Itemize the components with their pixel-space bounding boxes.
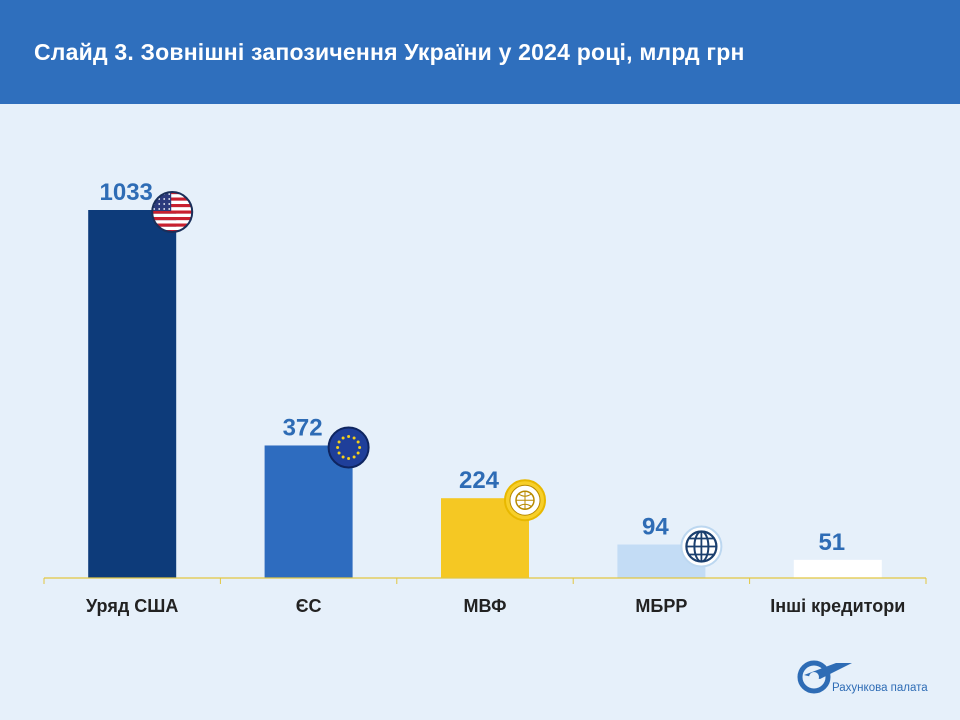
slide-title: Слайд 3. Зовнішні запозичення України у … <box>34 38 745 65</box>
category-label: ЄС <box>296 596 322 616</box>
category-label: МБРР <box>635 596 687 616</box>
category-label: МВФ <box>464 596 507 616</box>
logo-text: Рахункова палата <box>832 682 928 694</box>
value-labels-group: 1033 372 224 94 51 <box>100 179 846 556</box>
bar-chart: 1033 372 224 94 51 Уряд США ЄС МВФ МБРР Інші кред… <box>43 179 927 616</box>
bar-value-label: 51 <box>818 529 845 556</box>
bar <box>264 445 353 578</box>
bars-group <box>88 210 882 578</box>
bar <box>793 559 882 578</box>
bar-value-label: 1033 <box>100 179 153 206</box>
bar-value-label: 224 <box>459 467 500 494</box>
us-flag-icon <box>151 191 194 233</box>
icons-group <box>151 191 723 568</box>
bar <box>88 210 177 578</box>
accounting-chamber-logo: Рахункова палата <box>796 655 946 705</box>
accounting-chamber-logo-icon <box>797 660 852 694</box>
category-label: Уряд США <box>86 596 178 616</box>
bar-value-label: 94 <box>642 514 669 541</box>
world-bank-globe-icon <box>680 525 723 568</box>
category-label: Інші кредитори <box>770 596 905 616</box>
imf-seal-icon <box>504 479 546 522</box>
category-labels-group: Уряд США ЄС МВФ МБРР Інші кредитори <box>86 596 905 616</box>
slide-header: Слайд 3. Зовнішні запозичення України у … <box>0 0 960 104</box>
bar-value-label: 372 <box>283 414 323 441</box>
eu-flag-icon <box>327 426 370 469</box>
